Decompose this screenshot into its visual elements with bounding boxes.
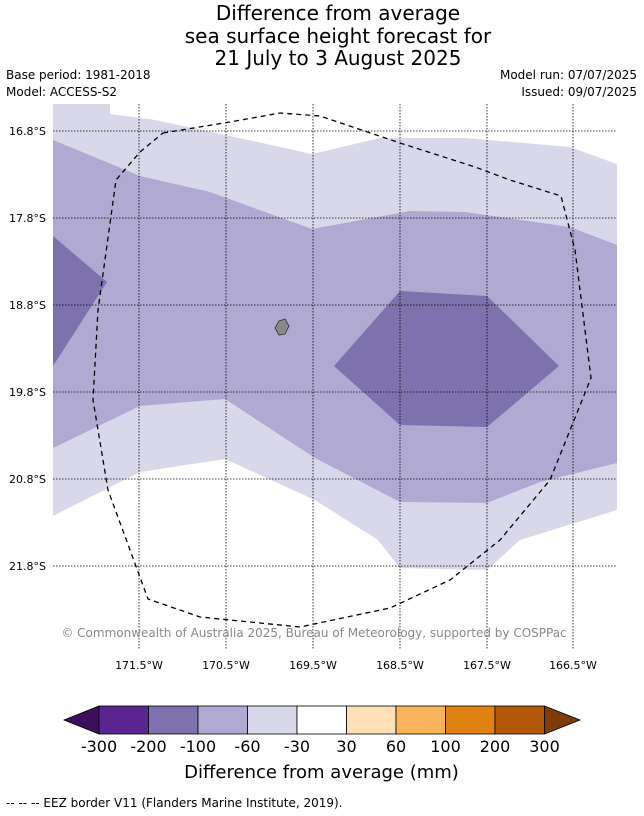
colorbar-tick-label: 300: [529, 737, 560, 756]
colorbar-segment: [346, 705, 397, 735]
colorbar-segment: [296, 705, 347, 735]
gridlines: [53, 104, 617, 650]
model-name: Model: ACCESS-S2: [6, 85, 118, 99]
colorbar-tick-label: -200: [130, 737, 167, 756]
longitude-label: 168.5°W: [376, 659, 424, 672]
colorbar-tick-label: -60: [234, 737, 261, 756]
colorbar-tick-label: 30: [336, 737, 357, 756]
colorbar-extend-low: [62, 705, 100, 735]
latitude-label: 16.8°S: [9, 125, 46, 138]
colorbar: [62, 705, 582, 735]
longitude-label: 167.5°W: [463, 659, 511, 672]
island-land: [274, 318, 290, 336]
colorbar-segment: [395, 705, 446, 735]
longitude-label: 169.5°W: [289, 659, 337, 672]
eez-legend-footnote: -- -- -- EEZ border V11 (Flanders Marine…: [6, 796, 343, 810]
latitude-label: 19.8°S: [9, 386, 46, 399]
colorbar-tick-label: -100: [179, 737, 217, 756]
colorbar-extend-high: [544, 705, 582, 735]
longitude-label: 170.5°W: [202, 659, 250, 672]
anomaly-band-minus-100-west: [53, 236, 107, 366]
colorbar-tick-label: 100: [430, 737, 461, 756]
longitude-label: 166.5°W: [549, 659, 597, 672]
meta-left: Base period: 1981-2018 Model: ACCESS-S2: [6, 67, 151, 101]
longitude-labels: 171.5°W 170.5°W 169.5°W 168.5°W 167.5°W 166.5…: [115, 659, 597, 672]
colorbar-segment: [445, 705, 496, 735]
colorbar-tick-label: -300: [80, 737, 118, 756]
base-period: Base period: 1981-2018: [6, 68, 151, 82]
title-line-3: 21 July to 3 August 2025: [214, 46, 462, 70]
title-line-1: Difference from average: [215, 1, 461, 25]
colorbar-segment: [197, 705, 248, 735]
map-area: [53, 104, 617, 650]
meta-right: Model run: 07/07/2025 Issued: 09/07/2025: [500, 67, 637, 101]
colorbar-label: Difference from average (mm): [184, 762, 459, 783]
colorbar-segment: [148, 705, 199, 735]
anomaly-band-minus-100-east: [334, 291, 559, 427]
issued-date: Issued: 09/07/2025: [521, 85, 637, 99]
latitude-labels: 16.8°S 17.8°S 18.8°S 19.8°S 20.8°S 21.8°S: [9, 125, 46, 573]
copyright-notice: © Commonwealth of Australia 2025, Bureau…: [61, 626, 566, 640]
colorbar-segment: [494, 705, 545, 735]
colorbar-segment: [247, 705, 298, 735]
chart-title: Difference from average sea surface heig…: [0, 2, 644, 70]
latitude-label: 20.8°S: [9, 473, 46, 486]
latitude-label: 17.8°S: [9, 212, 46, 225]
latitude-label: 21.8°S: [9, 560, 46, 573]
eez-border: [92, 112, 592, 628]
colorbar-tick-label: 60: [385, 737, 407, 756]
title-line-2: sea surface height forecast for: [184, 23, 492, 48]
latitude-label: 18.8°S: [9, 299, 46, 312]
longitude-label: 171.5°W: [115, 659, 163, 672]
model-run: Model run: 07/07/2025: [499, 68, 637, 82]
colorbar-tick-label: 200: [479, 737, 511, 756]
colorbar-segment: [98, 705, 149, 735]
colorbar-tick-label: -30: [283, 737, 311, 756]
